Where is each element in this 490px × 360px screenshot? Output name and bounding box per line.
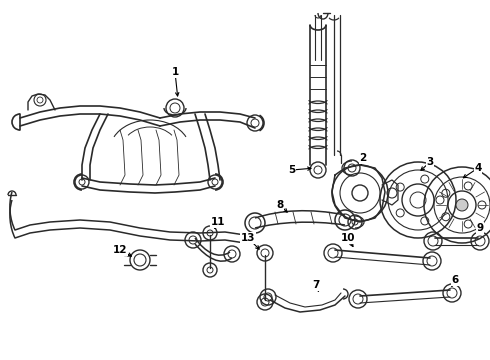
Text: 8: 8 bbox=[276, 200, 284, 210]
Text: 5: 5 bbox=[289, 165, 295, 175]
Text: 1: 1 bbox=[172, 67, 179, 77]
Text: 11: 11 bbox=[211, 217, 225, 227]
Circle shape bbox=[456, 199, 468, 211]
Text: 10: 10 bbox=[341, 233, 355, 243]
Text: 3: 3 bbox=[426, 157, 434, 167]
Text: 6: 6 bbox=[451, 275, 459, 285]
Text: 13: 13 bbox=[241, 233, 255, 243]
Text: 7: 7 bbox=[312, 280, 319, 290]
Text: 2: 2 bbox=[359, 153, 367, 163]
Text: 12: 12 bbox=[113, 245, 127, 255]
Text: 9: 9 bbox=[476, 223, 484, 233]
Text: 4: 4 bbox=[474, 163, 482, 173]
